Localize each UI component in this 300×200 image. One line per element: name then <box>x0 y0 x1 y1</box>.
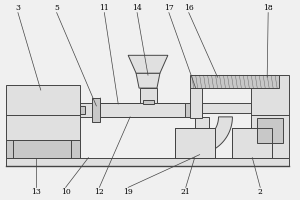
Bar <box>190 75 279 88</box>
Bar <box>202 103 251 113</box>
Text: 5: 5 <box>54 4 59 12</box>
Text: 11: 11 <box>99 4 109 12</box>
Bar <box>140 88 157 103</box>
Bar <box>195 117 208 158</box>
Text: 17: 17 <box>164 4 174 12</box>
Bar <box>143 100 154 104</box>
Polygon shape <box>128 55 168 73</box>
Polygon shape <box>195 117 232 155</box>
Bar <box>190 88 202 118</box>
Bar <box>232 128 272 158</box>
Text: 3: 3 <box>15 4 20 12</box>
Bar <box>175 128 214 158</box>
Bar <box>80 103 98 117</box>
Bar <box>175 128 214 158</box>
Text: 10: 10 <box>61 188 70 196</box>
Text: 18: 18 <box>263 4 273 12</box>
Text: 19: 19 <box>123 188 133 196</box>
Bar <box>92 98 100 122</box>
Bar <box>100 103 195 117</box>
Text: 16: 16 <box>184 4 194 12</box>
Bar <box>251 75 289 158</box>
Text: 21: 21 <box>181 188 190 196</box>
Bar <box>6 85 80 140</box>
Text: 13: 13 <box>31 188 41 196</box>
Bar <box>6 158 289 166</box>
Text: 14: 14 <box>132 4 142 12</box>
Bar <box>6 140 80 158</box>
Text: 12: 12 <box>94 188 104 196</box>
Bar <box>185 103 195 117</box>
Polygon shape <box>136 73 160 88</box>
Bar <box>257 118 283 143</box>
Bar <box>80 106 86 114</box>
Bar <box>232 128 272 158</box>
Text: 2: 2 <box>258 188 263 196</box>
